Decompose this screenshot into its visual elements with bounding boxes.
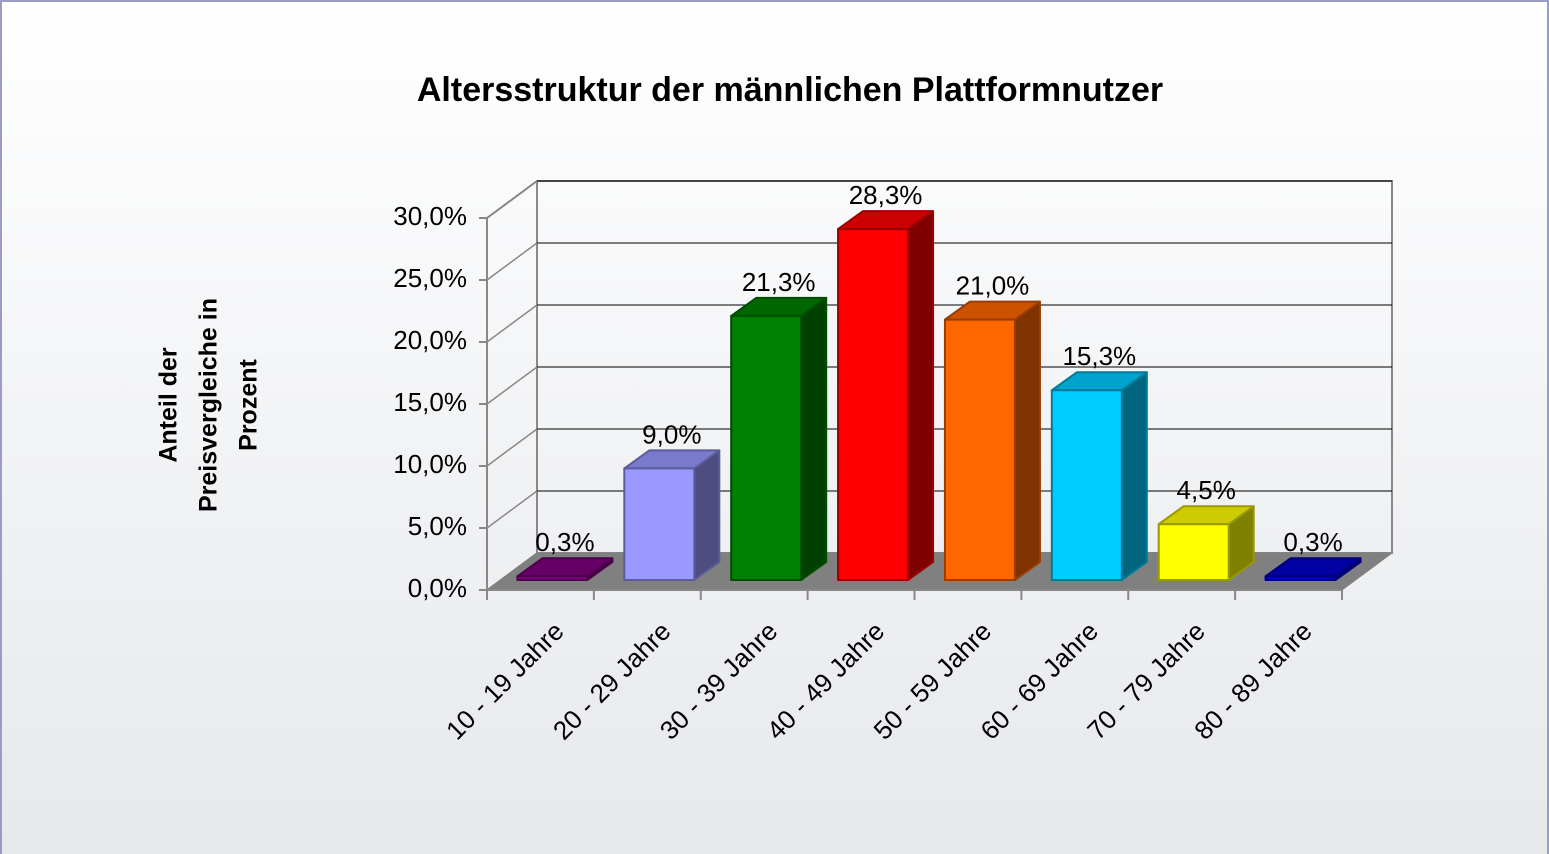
- y-tick-label: 0,0%: [408, 573, 467, 603]
- bar-side: [1120, 371, 1148, 581]
- y-axis-title-line: Preisvergleiche in: [195, 298, 223, 512]
- y-axis-title-line: Prozent: [235, 358, 263, 450]
- data-label: 9,0%: [642, 419, 701, 449]
- data-label: 0,3%: [535, 527, 594, 557]
- data-label: 0,3%: [1283, 527, 1342, 557]
- y-axis-title-line: Anteil der: [155, 347, 183, 463]
- bar: [1157, 505, 1255, 582]
- bar-front: [730, 314, 803, 581]
- bar: [943, 300, 1041, 581]
- grid-line-side: [486, 490, 538, 529]
- bar-side: [907, 210, 935, 581]
- bar-front: [623, 467, 696, 581]
- grid-line-side: [486, 366, 538, 405]
- floor: [485, 552, 1394, 591]
- y-tick-label: 10,0%: [393, 449, 467, 479]
- data-label: 15,3%: [1062, 341, 1136, 371]
- y-tick-label: 25,0%: [393, 263, 467, 293]
- bar: [837, 210, 935, 582]
- y-tick-label: 20,0%: [393, 325, 467, 355]
- y-tick-label: 15,0%: [393, 387, 467, 417]
- bar-front: [516, 575, 589, 582]
- data-label: 21,3%: [742, 267, 816, 297]
- data-label: 28,3%: [849, 180, 923, 210]
- data-label: 4,5%: [1177, 475, 1236, 505]
- y-tick-label: 30,0%: [393, 201, 467, 231]
- bar-front: [837, 228, 910, 582]
- bar: [730, 296, 828, 581]
- chart-title: Altersstruktur der männlichen Plattformn…: [417, 71, 1163, 109]
- bar-side: [1013, 300, 1041, 581]
- bar-front: [943, 318, 1016, 581]
- grid-line-side: [486, 242, 538, 281]
- grid-line-side: [486, 428, 538, 467]
- bar-front: [1264, 575, 1337, 582]
- bar: [516, 557, 614, 582]
- bar: [1264, 557, 1362, 582]
- y-tick-label: 5,0%: [408, 511, 467, 541]
- grid-line-side: [486, 304, 538, 343]
- bar-side: [693, 449, 721, 581]
- y-axis-title: Anteil der Preisvergleiche in Prozent: [155, 298, 263, 512]
- bar: [623, 449, 721, 581]
- bar-front: [1050, 389, 1123, 581]
- grid-line-side: [486, 180, 538, 219]
- bar: [1050, 371, 1148, 581]
- bar-front: [1157, 523, 1230, 582]
- bar-side: [800, 296, 828, 581]
- data-label: 21,0%: [956, 270, 1030, 300]
